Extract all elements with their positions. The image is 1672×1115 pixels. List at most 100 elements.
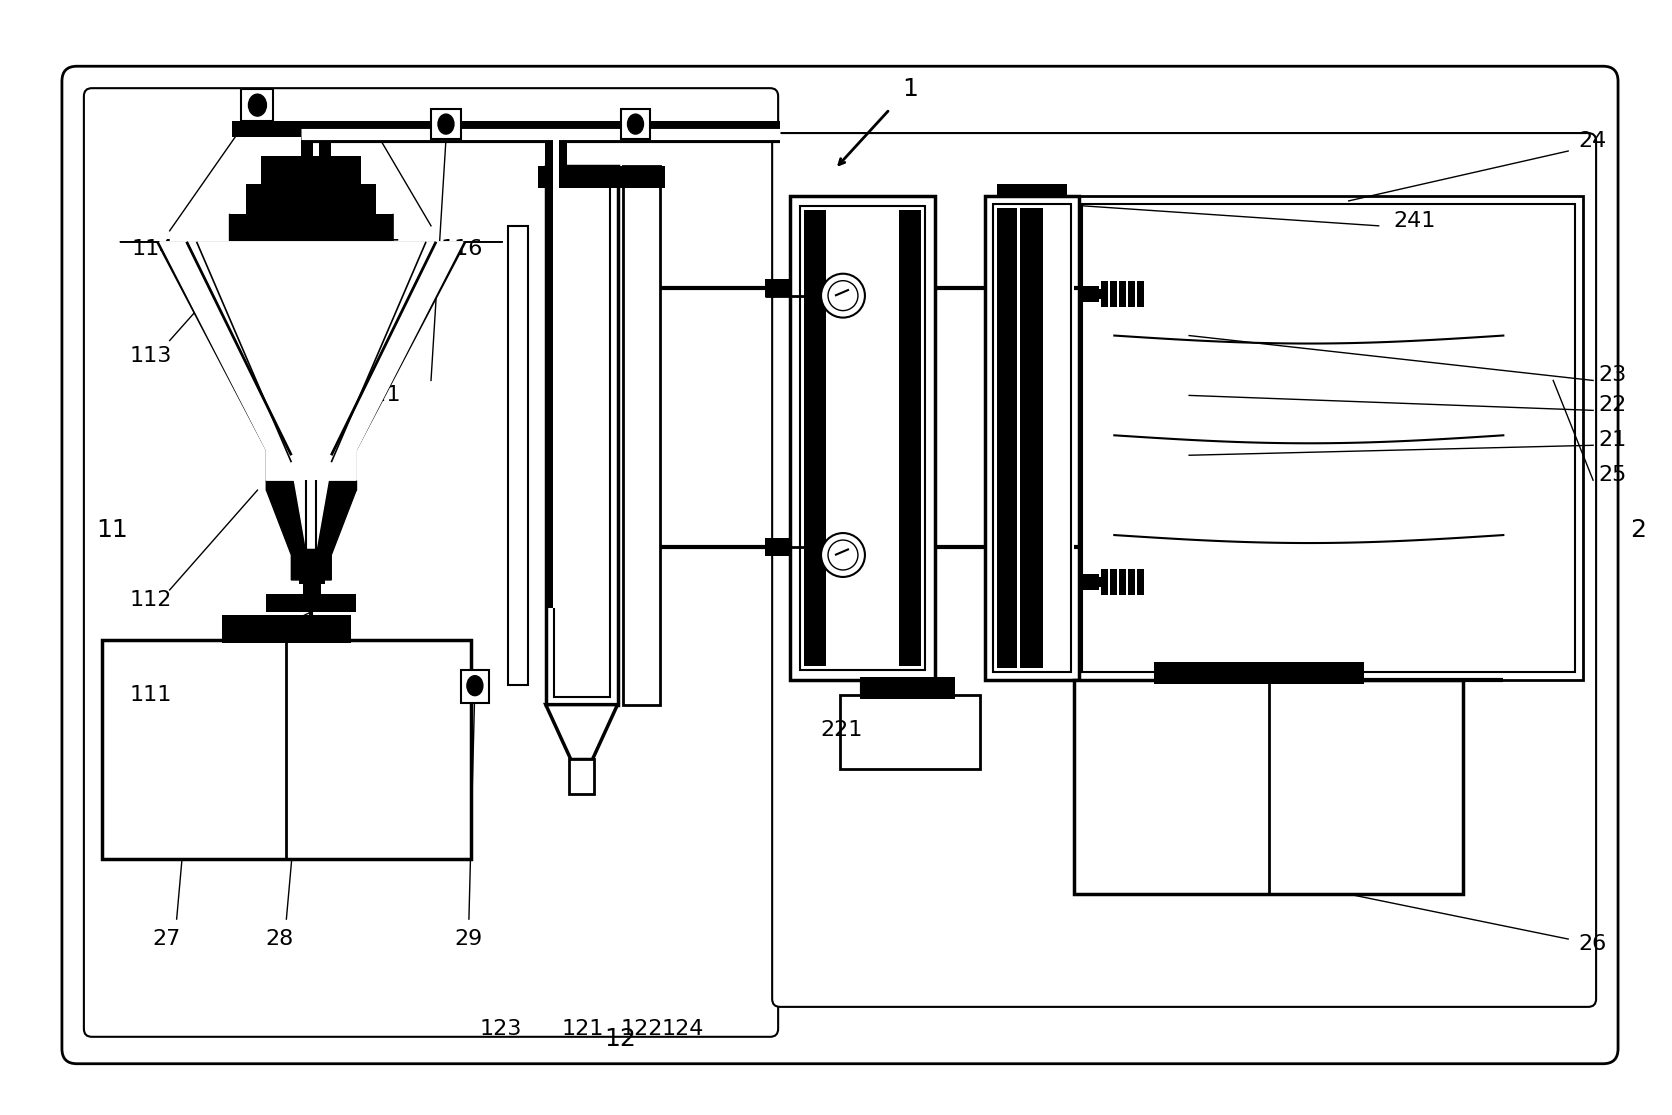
Bar [301, 122, 781, 129]
Bar [1075, 196, 1583, 680]
Bar [1137, 281, 1144, 307]
Bar [221, 614, 351, 642]
Polygon shape [266, 481, 356, 491]
Text: 123: 123 [480, 1019, 522, 1039]
Text: 28: 28 [266, 929, 294, 949]
Bar [553, 174, 610, 697]
Bar [859, 677, 955, 699]
FancyBboxPatch shape [84, 88, 777, 1037]
Text: 12: 12 [605, 1027, 637, 1050]
Bar [461, 670, 488, 702]
Polygon shape [161, 242, 463, 481]
Polygon shape [545, 705, 617, 759]
Text: 1: 1 [901, 77, 918, 101]
Text: 29: 29 [455, 929, 483, 949]
Bar [299, 572, 326, 584]
Bar [1102, 281, 1109, 307]
Bar [231, 122, 301, 129]
Text: 122: 122 [620, 1019, 662, 1039]
Bar [620, 109, 650, 139]
Bar [900, 210, 921, 666]
Circle shape [828, 281, 858, 311]
Text: 24: 24 [1578, 132, 1607, 151]
Text: 26: 26 [1578, 934, 1607, 954]
Bar [766, 279, 793, 297]
Polygon shape [266, 491, 356, 580]
Polygon shape [294, 481, 328, 549]
Polygon shape [331, 214, 503, 491]
Bar [1097, 576, 1102, 586]
Bar [1129, 281, 1135, 307]
Bar [261, 156, 361, 184]
Bar [229, 214, 393, 242]
Bar [1102, 569, 1109, 595]
Bar [241, 89, 274, 122]
Circle shape [821, 273, 864, 318]
FancyBboxPatch shape [772, 133, 1597, 1007]
Bar [1110, 281, 1117, 307]
FancyBboxPatch shape [62, 66, 1618, 1064]
Bar [1137, 569, 1144, 595]
Bar [622, 166, 660, 705]
Polygon shape [120, 214, 291, 491]
Bar [303, 129, 777, 135]
Bar [997, 207, 1017, 668]
Circle shape [821, 533, 864, 576]
Bar [1110, 569, 1117, 595]
Bar [266, 594, 356, 612]
Text: 124: 124 [660, 1019, 704, 1039]
Text: 111: 111 [130, 685, 172, 705]
Bar [1080, 285, 1100, 302]
Text: 221: 221 [819, 719, 863, 739]
Circle shape [828, 540, 858, 570]
Bar [558, 129, 567, 608]
Bar [296, 560, 328, 572]
Text: 1121: 1121 [344, 386, 401, 406]
Text: 22: 22 [1598, 396, 1627, 416]
Bar [993, 204, 1072, 671]
Bar [985, 196, 1080, 680]
Ellipse shape [249, 94, 266, 116]
Text: 112: 112 [130, 590, 172, 610]
Bar [568, 759, 595, 794]
Bar [612, 166, 627, 188]
Bar [804, 210, 826, 666]
Bar [1097, 289, 1102, 299]
Ellipse shape [466, 676, 483, 696]
Text: 25: 25 [1598, 465, 1627, 485]
Bar [553, 132, 558, 608]
Bar [545, 166, 617, 705]
Bar [231, 129, 301, 137]
Text: 23: 23 [1598, 366, 1627, 386]
Text: 241: 241 [1393, 211, 1436, 231]
Bar [791, 196, 935, 680]
Text: 116: 116 [441, 239, 483, 259]
Bar [303, 584, 321, 594]
Bar [545, 129, 553, 608]
Bar [1119, 569, 1127, 595]
Text: 121: 121 [562, 1019, 604, 1039]
Bar [1020, 207, 1043, 668]
Text: 115: 115 [359, 239, 401, 259]
Text: 113: 113 [130, 346, 172, 366]
Text: 11: 11 [95, 518, 127, 542]
Text: 27: 27 [152, 929, 181, 949]
Text: 2: 2 [1630, 518, 1645, 542]
Bar [246, 184, 376, 214]
Bar [1080, 574, 1100, 590]
Bar [508, 226, 528, 685]
Bar [1129, 569, 1135, 595]
Bar [319, 122, 331, 156]
Text: 21: 21 [1598, 430, 1627, 450]
Bar [1154, 661, 1364, 683]
Bar [766, 539, 793, 556]
Bar [1082, 204, 1575, 671]
Bar [839, 695, 980, 769]
Ellipse shape [627, 114, 644, 134]
Bar [102, 640, 472, 860]
Bar [538, 166, 625, 188]
Bar [1119, 281, 1127, 307]
Bar [1075, 680, 1463, 894]
Bar [801, 206, 925, 670]
Bar [617, 166, 665, 188]
